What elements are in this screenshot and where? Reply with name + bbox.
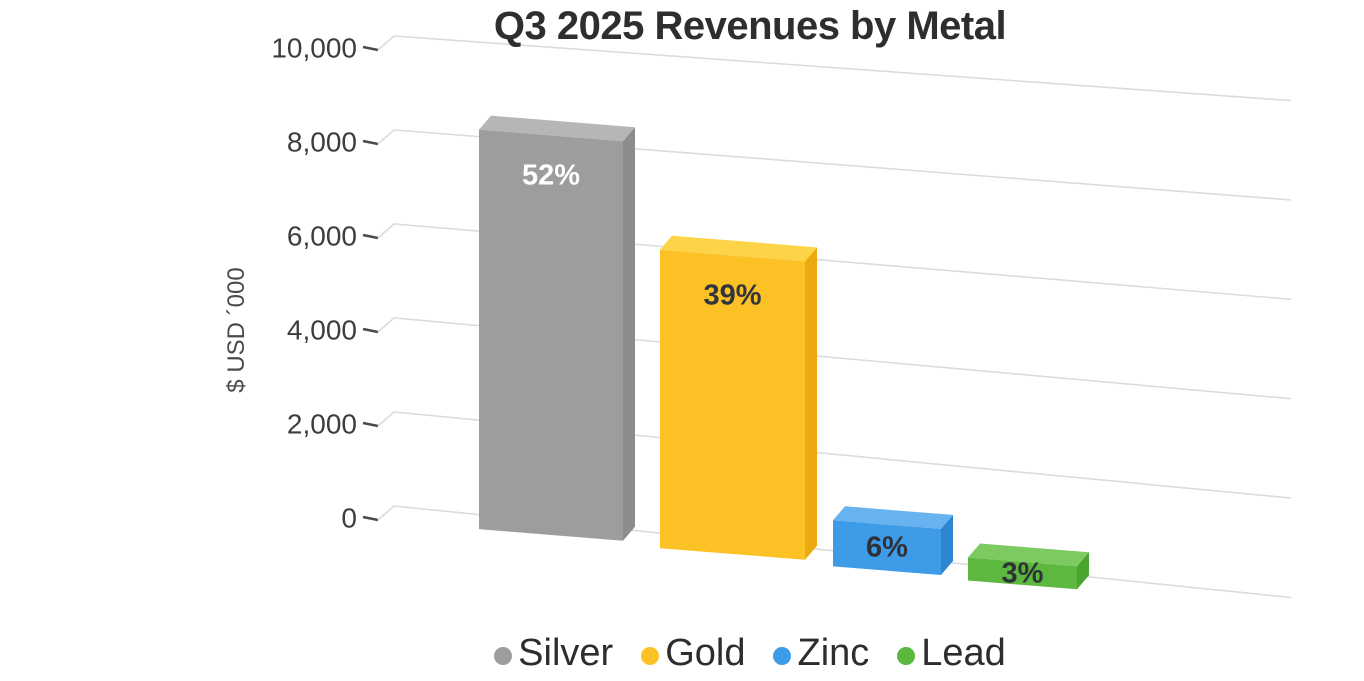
legend-label: Lead	[921, 632, 1006, 674]
bar-percent-label: 52%	[522, 159, 580, 191]
tick-mark	[362, 233, 379, 240]
bar-percent-label: 6%	[866, 532, 908, 564]
bar-top-face	[968, 543, 1089, 567]
legend-item-lead[interactable]: Lead	[897, 634, 1006, 672]
bar-top-face	[660, 235, 817, 262]
legend-dot-lead	[897, 647, 916, 665]
legend-item-gold[interactable]: Gold	[641, 634, 745, 672]
grid-line-8,000: 8,000	[287, 127, 1292, 201]
y-tick-label: 0	[341, 503, 357, 534]
grid-line-2,000: 2,000	[287, 409, 1292, 499]
tick-mark	[362, 45, 379, 52]
y-tick-label: 4,000	[287, 315, 357, 346]
bar-front-face	[833, 520, 941, 575]
bar-side-face	[623, 127, 635, 541]
legend-label: Zinc	[797, 632, 870, 674]
grid-line	[377, 317, 1292, 400]
chart-title: Q3 2025 Revenues by Metal	[493, 4, 1007, 48]
grid-line	[377, 411, 1292, 499]
bar-percent-label: 39%	[703, 280, 761, 312]
grid-line-4,000: 4,000	[287, 315, 1292, 400]
bar-side-face	[805, 247, 817, 560]
grid-line-10,000: 10,000	[271, 33, 1292, 102]
bar-gold[interactable]: 39%	[660, 235, 817, 560]
y-tick-label: 10,000	[271, 33, 357, 64]
bar-percent-label: 3%	[1002, 557, 1044, 589]
y-axis-title-text: $ USD ´000	[223, 267, 250, 393]
bar-zinc[interactable]: 6%	[833, 506, 953, 575]
grid-line	[377, 129, 1292, 201]
legend-item-zinc[interactable]: Zinc	[773, 634, 869, 672]
bar-front-face	[968, 557, 1077, 590]
tick-mark	[362, 139, 379, 146]
tick-mark	[362, 515, 379, 522]
y-tick-label: 8,000	[287, 127, 357, 158]
grid-line-6,000: 6,000	[287, 221, 1292, 301]
bar-front-face	[660, 249, 805, 560]
bar-top-face	[479, 115, 635, 142]
bar-side-face	[1077, 552, 1089, 590]
tick-mark	[362, 327, 379, 334]
grid-line	[377, 35, 1292, 102]
bar-side-face	[941, 514, 953, 575]
y-tick-label: 6,000	[287, 221, 357, 252]
bar-top-face	[833, 506, 953, 529]
bar-silver[interactable]: 52%	[479, 115, 635, 541]
legend-dot-gold	[641, 647, 660, 665]
legend-dot-zinc	[773, 647, 792, 665]
legend-dot-silver	[494, 647, 513, 665]
tick-mark	[362, 421, 379, 428]
grid-line	[377, 223, 1292, 301]
bar-front-face	[479, 129, 623, 541]
y-tick-label: 2,000	[287, 409, 357, 440]
legend: Silver Gold Zinc Lead	[136, 625, 1364, 681]
legend-label: Gold	[665, 632, 746, 674]
bar-lead[interactable]: 3%	[968, 543, 1089, 590]
legend-label: Silver	[518, 632, 614, 674]
legend-item-silver[interactable]: Silver	[494, 634, 613, 672]
